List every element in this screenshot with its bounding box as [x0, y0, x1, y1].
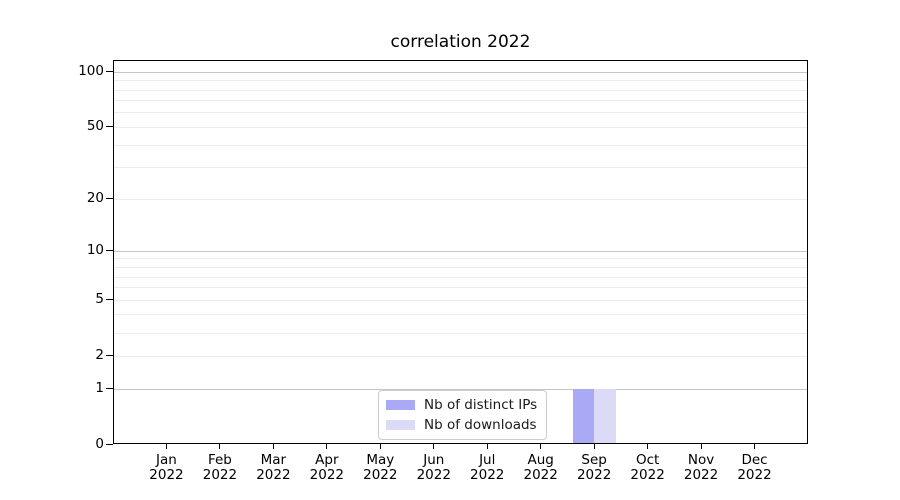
x-tick-mark: [486, 444, 488, 449]
legend-swatch-distinct-ips: [386, 400, 415, 410]
legend-row-distinct-ips: Nb of distinct IPs: [386, 397, 537, 413]
x-tick-mark: [326, 444, 328, 449]
x-tick-month: May: [366, 452, 395, 468]
y-tick-mark: [106, 249, 113, 251]
gridline-minor: [114, 144, 807, 146]
chart-title: correlation 2022: [390, 32, 531, 52]
bar-nb-of-distinct-ips: [572, 389, 595, 443]
x-tick-mark: [379, 444, 381, 449]
y-tick-label: 20: [86, 190, 104, 207]
gridline-minor: [114, 89, 807, 91]
x-tick-label: Jun 2022: [394, 453, 474, 482]
gridline-minor: [114, 126, 807, 128]
y-tick-label: 5: [95, 291, 104, 308]
x-tick-month: Mar: [260, 452, 287, 468]
x-tick-month: Jan: [156, 452, 177, 468]
gridline-minor: [114, 198, 807, 200]
x-tick-mark: [219, 444, 221, 449]
x-tick-month: Jul: [479, 452, 496, 468]
x-tick-year: 2022: [523, 466, 558, 483]
x-tick-mark: [647, 444, 649, 449]
y-tick-label: 100: [78, 63, 104, 80]
x-tick-month: Sep: [581, 452, 607, 468]
x-tick-year: 2022: [576, 466, 612, 483]
legend-label-distinct-ips: Nb of distinct IPs: [424, 397, 538, 413]
x-tick-label: Aug 2022: [501, 453, 581, 482]
gridline-minor: [114, 314, 807, 316]
gridline-minor: [114, 267, 807, 268]
gridline-major: [114, 388, 807, 390]
y-tick-mark: [106, 125, 113, 127]
x-tick-label: Dec 2022: [715, 453, 795, 482]
legend-row-downloads: Nb of downloads: [386, 417, 537, 433]
x-tick-mark: [433, 444, 435, 449]
gridline-major: [114, 71, 807, 73]
x-tick-mark: [700, 444, 702, 449]
y-tick-mark: [106, 387, 113, 389]
x-tick-label: Feb 2022: [180, 453, 260, 482]
x-tick-month: Feb: [207, 452, 232, 468]
y-tick-label: 50: [86, 118, 104, 135]
x-tick-year: 2022: [149, 466, 184, 483]
y-tick-mark: [106, 443, 113, 445]
x-tick-month: Dec: [741, 452, 768, 468]
x-tick-year: 2022: [309, 466, 345, 483]
x-tick-mark: [593, 444, 595, 449]
x-tick-label: Sep 2022: [554, 453, 634, 482]
gridline-minor: [114, 276, 807, 278]
gridline-minor: [114, 112, 807, 114]
x-tick-year: 2022: [630, 466, 665, 483]
x-tick-mark: [754, 444, 756, 449]
x-tick-month: Jun: [423, 452, 445, 468]
gridline-major: [114, 250, 807, 252]
y-tick-label: 0: [95, 436, 104, 452]
x-tick-label: Nov 2022: [661, 453, 741, 482]
gridline-minor: [114, 287, 807, 289]
gridline-minor: [114, 167, 807, 169]
legend-label-downloads: Nb of downloads: [424, 417, 537, 433]
plot-area: Nb of distinct IPs Nb of downloads: [113, 60, 808, 444]
legend: Nb of distinct IPs Nb of downloads: [378, 390, 548, 440]
x-tick-year: 2022: [256, 466, 291, 483]
x-tick-month: Nov: [687, 452, 715, 468]
y-tick-label: 10: [86, 242, 104, 259]
x-tick-mark: [540, 444, 542, 449]
bar-nb-of-downloads: [594, 389, 616, 443]
x-tick-year: 2022: [470, 466, 505, 483]
y-tick-label: 1: [95, 380, 104, 396]
x-tick-month: Apr: [315, 452, 339, 468]
legend-swatch-downloads: [386, 420, 415, 430]
y-tick-label: 2: [95, 347, 104, 364]
gridline-minor: [114, 332, 807, 334]
x-tick-label: Jan 2022: [126, 453, 206, 482]
x-tick-year: 2022: [683, 466, 719, 483]
x-tick-year: 2022: [416, 466, 451, 483]
x-tick-mark: [165, 444, 167, 449]
x-tick-month: Oct: [635, 452, 660, 468]
gridline-minor: [114, 80, 807, 82]
x-tick-year: 2022: [202, 466, 238, 483]
gridline-minor: [114, 258, 807, 260]
x-tick-year: 2022: [363, 466, 398, 483]
x-tick-label: Mar 2022: [233, 453, 313, 482]
x-tick-label: May 2022: [340, 453, 420, 482]
y-tick-mark: [106, 354, 113, 356]
x-tick-year: 2022: [737, 466, 772, 483]
x-tick-mark: [272, 444, 274, 449]
gridline-minor: [114, 355, 807, 357]
y-tick-mark: [106, 70, 113, 72]
y-tick-mark: [106, 197, 113, 199]
x-tick-month: Aug: [527, 452, 554, 468]
x-tick-label: Jul 2022: [447, 453, 527, 482]
gridline-minor: [114, 299, 807, 301]
y-tick-mark: [106, 298, 113, 300]
x-tick-label: Apr 2022: [287, 453, 367, 482]
x-tick-label: Oct 2022: [608, 453, 688, 482]
gridline-minor: [114, 100, 807, 102]
